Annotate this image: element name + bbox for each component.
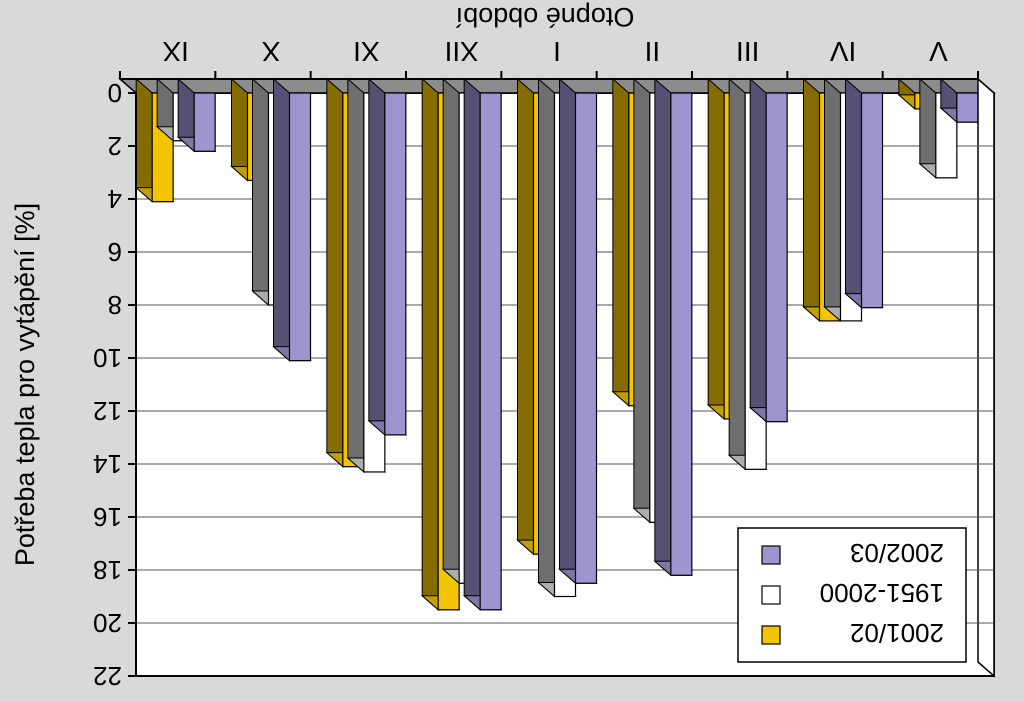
x-tick-label: XII xyxy=(445,36,479,67)
bar-side xyxy=(612,77,630,407)
y-tick-label: 12 xyxy=(93,396,122,426)
bar-side xyxy=(347,77,365,474)
x-axis-title: Otopné období xyxy=(455,2,634,32)
y-tick-label: 18 xyxy=(93,555,122,585)
legend-swatch xyxy=(761,545,781,565)
y-tick-label: 22 xyxy=(93,661,122,691)
x-tick-label: IX xyxy=(162,36,189,67)
legend-label: 2002/03 xyxy=(850,538,944,568)
x-tick-label: XI xyxy=(353,36,379,67)
bar xyxy=(956,92,979,123)
bar-side xyxy=(824,77,841,323)
bar xyxy=(288,92,312,362)
x-tick-label: III xyxy=(736,36,759,67)
bars xyxy=(134,77,980,611)
bar-side xyxy=(654,77,672,577)
x-tick-label: II xyxy=(645,36,661,67)
y-axis-title: Potřeba tepla pro vytápění [%] xyxy=(10,203,40,566)
x-tick-label: I xyxy=(553,36,561,67)
bar-side xyxy=(231,77,248,182)
x-tick-label: V xyxy=(929,36,948,67)
bar xyxy=(765,92,788,423)
bar-side xyxy=(919,77,937,179)
bar xyxy=(574,92,598,584)
bar xyxy=(670,92,693,576)
bar-side xyxy=(707,77,725,421)
x-tick-label: X xyxy=(261,36,280,67)
bar-side xyxy=(559,77,576,585)
bar-side xyxy=(326,77,344,468)
bar-side xyxy=(442,77,460,585)
legend-swatch xyxy=(761,625,781,645)
x-tick-label: IV xyxy=(829,36,856,67)
bar-side xyxy=(633,77,651,524)
y-tick-label: 8 xyxy=(108,290,122,320)
bar-side xyxy=(517,77,534,556)
legend: 2001/02 1951-2000 2002/03 xyxy=(737,527,967,663)
legend-label: 2001/02 xyxy=(850,618,944,648)
bar-side xyxy=(421,77,439,611)
y-tick-label: 14 xyxy=(93,449,122,479)
bar-side xyxy=(463,77,481,611)
bar-side xyxy=(749,77,767,423)
bar-side xyxy=(368,77,386,436)
bar xyxy=(193,92,216,152)
y-tick-label: 2 xyxy=(108,131,122,161)
bar xyxy=(384,92,407,436)
y-tick-label: 4 xyxy=(108,184,122,214)
bar-side xyxy=(803,77,820,323)
y-tick-label: 16 xyxy=(93,502,122,532)
y-tick-label: 6 xyxy=(108,237,122,267)
bar-side xyxy=(273,77,290,362)
y-tick-label: 0 xyxy=(108,78,122,108)
plot-side-wall xyxy=(977,77,995,678)
bar xyxy=(479,92,502,611)
bar-side xyxy=(252,77,269,307)
legend-label: 1951-2000 xyxy=(820,578,944,608)
bar-side xyxy=(845,77,862,309)
legend-swatch xyxy=(761,585,781,605)
plot-floor xyxy=(118,78,996,94)
y-tick-label: 20 xyxy=(93,608,122,638)
bar-side xyxy=(728,77,746,471)
bar-side xyxy=(538,77,555,598)
y-tick-label: 10 xyxy=(93,343,122,373)
bar xyxy=(860,92,884,309)
bar-side xyxy=(135,77,153,203)
